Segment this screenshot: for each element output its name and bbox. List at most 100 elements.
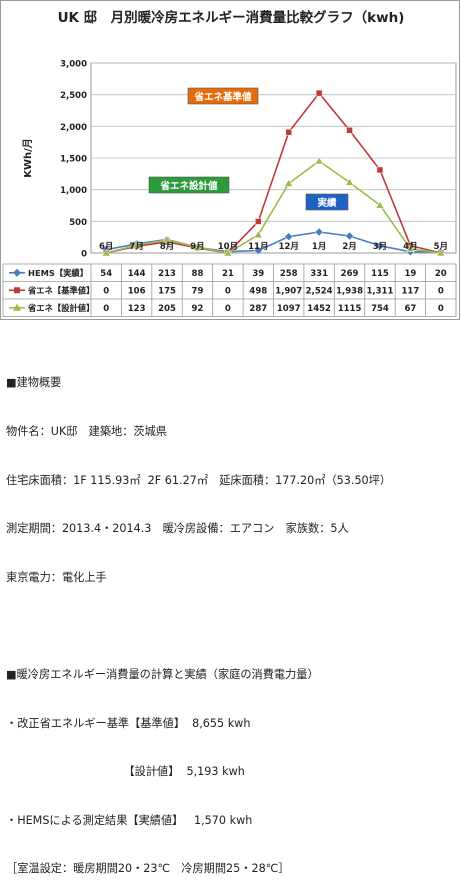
data-label: 21 xyxy=(222,269,234,279)
callout-box xyxy=(187,87,259,105)
callout-label: 省エネ基準値 xyxy=(193,91,252,103)
data-label: 1097 xyxy=(277,304,301,314)
info-heading-building: ■建物概要 xyxy=(6,376,62,390)
chart-title: UK 邸 月別暖冷房エネルギー消費量比較グラフ（kwh) xyxy=(58,9,405,26)
data-point xyxy=(436,248,446,257)
data-table-border xyxy=(2,263,457,317)
legend-key-marker xyxy=(14,287,20,294)
data-point xyxy=(162,235,172,244)
monthly-energy-chart: UK 邸 月別暖冷房エネルギー消費量比較グラフ（kwh) 0 500 1,000 1,5… xyxy=(2,9,457,317)
y-tick-label: 500 xyxy=(69,218,87,228)
legend-entry: 省エネ【基準値】 xyxy=(27,286,94,296)
x-tick-label: 2月 xyxy=(342,242,356,252)
data-point xyxy=(284,179,294,187)
data-point xyxy=(345,177,354,186)
y-axis-label: KWh/月 xyxy=(22,138,34,178)
data-point xyxy=(284,232,294,242)
y-tick-label: 3,000 xyxy=(60,60,87,70)
data-label: 88 xyxy=(192,269,204,279)
data-label: 123 xyxy=(128,304,146,314)
data-label: 79 xyxy=(192,287,204,297)
data-label: 92 xyxy=(192,304,204,314)
data-label: 115 xyxy=(371,269,389,279)
data-point xyxy=(101,248,111,257)
info-design-value: 【設計値】 5,193 kwh xyxy=(6,765,245,779)
callout-label: 実績 xyxy=(317,197,337,209)
x-tick-label: 12月 xyxy=(279,242,299,252)
x-tick-label: 4月 xyxy=(403,242,417,252)
info-property-name: 物件名：UK邸 建築地：茨城県 xyxy=(6,425,167,438)
data-label: 106 xyxy=(128,287,146,297)
data-label: 331 xyxy=(310,269,328,279)
data-label: 0 xyxy=(103,304,109,314)
data-point xyxy=(314,227,324,237)
data-label: 175 xyxy=(158,287,176,297)
x-tick-label: 8月 xyxy=(160,242,174,252)
data-label: 20 xyxy=(435,269,447,279)
x-tick-label: 3月 xyxy=(373,242,387,252)
y-tick-label: 1,000 xyxy=(60,186,87,196)
y-tick-label: 2,000 xyxy=(60,123,87,133)
series-line-2 xyxy=(106,160,441,254)
legend-key-marker xyxy=(13,268,21,277)
info-measurement-period: 測定期間：2013.4・2014.3 暖冷房設備：エアコン 家族数：5人 xyxy=(6,522,349,536)
series-line-1 xyxy=(106,91,441,254)
data-point xyxy=(315,89,323,97)
data-point xyxy=(285,128,292,136)
data-label: 67 xyxy=(404,304,416,314)
info-heading-energy: ■暖冷房エネルギー消費量の計算と実績（家庭の消費電力量） xyxy=(6,667,319,681)
data-label: 39 xyxy=(252,269,264,279)
data-label: 498 xyxy=(249,287,267,297)
info-standard-value: ・改正省エネルギー基準【基準値】 8,655 kwh xyxy=(6,716,251,730)
info-power-plan: 東京電力：電化上手 xyxy=(6,570,107,584)
data-label: 2,524 xyxy=(306,287,333,297)
building-info: ■建物概要 物件名：UK邸 建築地：茨城県 住宅床面積：1F 115.93㎡ 2… xyxy=(6,343,391,894)
data-point xyxy=(375,241,385,251)
data-point xyxy=(314,156,324,165)
legend-key-marker xyxy=(13,303,21,311)
x-tick-label: 7月 xyxy=(129,242,143,252)
data-point xyxy=(253,246,263,255)
callout-box xyxy=(148,176,230,194)
data-label: 1,938 xyxy=(336,287,363,297)
info-actual-value: ・HEMSによる測定結果【実績値】 1,570 kwh xyxy=(6,813,253,827)
data-label: 144 xyxy=(128,269,146,279)
info-spacer xyxy=(6,618,391,634)
data-point xyxy=(376,166,384,174)
data-point xyxy=(345,231,354,241)
info-room-temp-setting: ［室温設定：暖房期間20・23℃ 冷房期間25・28℃］ xyxy=(6,862,290,876)
callout-box xyxy=(305,193,349,211)
data-point xyxy=(193,242,202,251)
chart-frame: UK 邸 月別暖冷房エネルギー消費量比較グラフ（kwh) 0 500 1,000 1,5… xyxy=(0,0,460,320)
data-label: 258 xyxy=(280,269,298,279)
data-label: 19 xyxy=(404,269,416,279)
x-tick-label: 11月 xyxy=(248,242,268,252)
data-point xyxy=(132,240,142,249)
data-label: 213 xyxy=(158,269,176,279)
x-tick-label: 9月 xyxy=(190,242,204,252)
data-label: 269 xyxy=(341,269,359,279)
data-label: 1,311 xyxy=(367,287,394,297)
data-label: 205 xyxy=(158,304,176,314)
data-point xyxy=(255,218,262,225)
data-label: 754 xyxy=(371,304,389,314)
x-tick-label: 10月 xyxy=(218,242,238,252)
x-tick-label: 1月 xyxy=(312,242,326,252)
data-point xyxy=(253,230,263,239)
data-label: 0 xyxy=(103,287,109,297)
info-floor-area: 住宅床面積：1F 115.93㎡ 2F 61.27㎡ 延床面積：177.20㎡（… xyxy=(6,473,392,487)
data-label: 0 xyxy=(438,287,444,297)
data-label: 287 xyxy=(249,304,267,314)
y-tick-label: 1,500 xyxy=(60,155,87,165)
data-label: 1115 xyxy=(338,304,362,314)
data-point xyxy=(223,248,233,257)
x-tick-label: 5月 xyxy=(434,242,448,252)
y-tick-label: 0 xyxy=(81,250,87,260)
data-label: 0 xyxy=(225,304,231,314)
legend-entry: 省エネ【設計値】 xyxy=(27,303,94,313)
data-label: 54 xyxy=(100,269,112,279)
callout-label: 省エネ設計値 xyxy=(159,180,218,192)
data-label: 0 xyxy=(225,287,231,297)
data-label: 0 xyxy=(438,304,444,314)
data-point xyxy=(405,244,415,253)
